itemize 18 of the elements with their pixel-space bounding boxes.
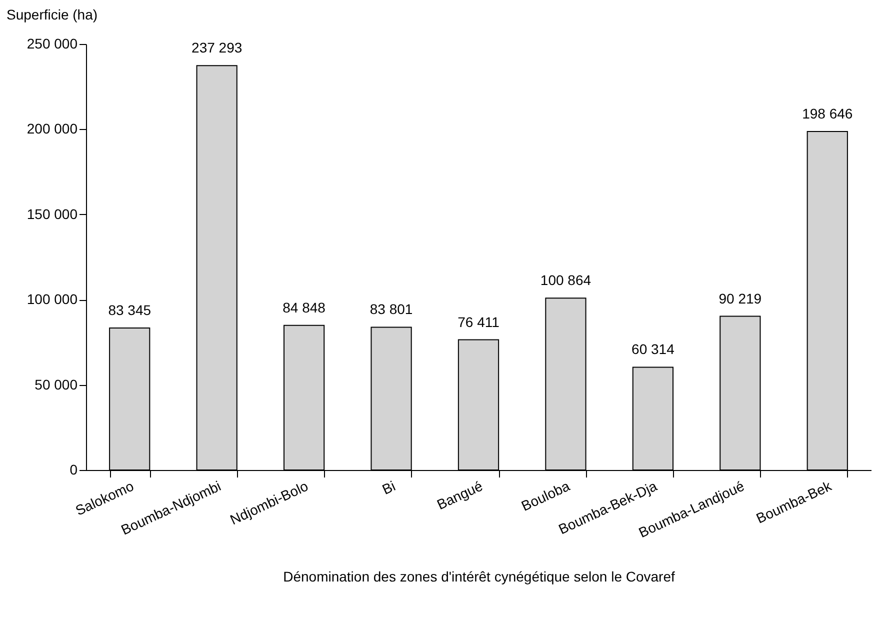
y-tick-label: 0 bbox=[70, 462, 78, 478]
x-axis-title: Dénomination des zones d'intérêt cynégétique selon le Covaref bbox=[283, 568, 676, 585]
y-axis-title: Superficie (ha) bbox=[6, 6, 98, 22]
data-label: 100 864 bbox=[540, 272, 592, 288]
data-label: 84 848 bbox=[282, 299, 326, 316]
data-label: 83 801 bbox=[370, 301, 413, 318]
data-label: 237 293 bbox=[192, 40, 242, 56]
x-tick-label: Bi bbox=[380, 478, 398, 498]
data-label: 83 345 bbox=[108, 302, 152, 318]
data-label: 60 314 bbox=[632, 341, 675, 358]
data-label: 76 411 bbox=[458, 314, 500, 330]
y-tick-label: 100 000 bbox=[26, 291, 78, 308]
y-tick-label: 200 000 bbox=[26, 120, 78, 137]
data-label: 90 219 bbox=[718, 290, 762, 306]
y-tick-label: 50 000 bbox=[34, 376, 78, 392]
y-tick-label: 150 000 bbox=[26, 206, 78, 222]
data-label: 198 646 bbox=[802, 106, 853, 122]
y-tick-label: 250 000 bbox=[26, 36, 78, 52]
